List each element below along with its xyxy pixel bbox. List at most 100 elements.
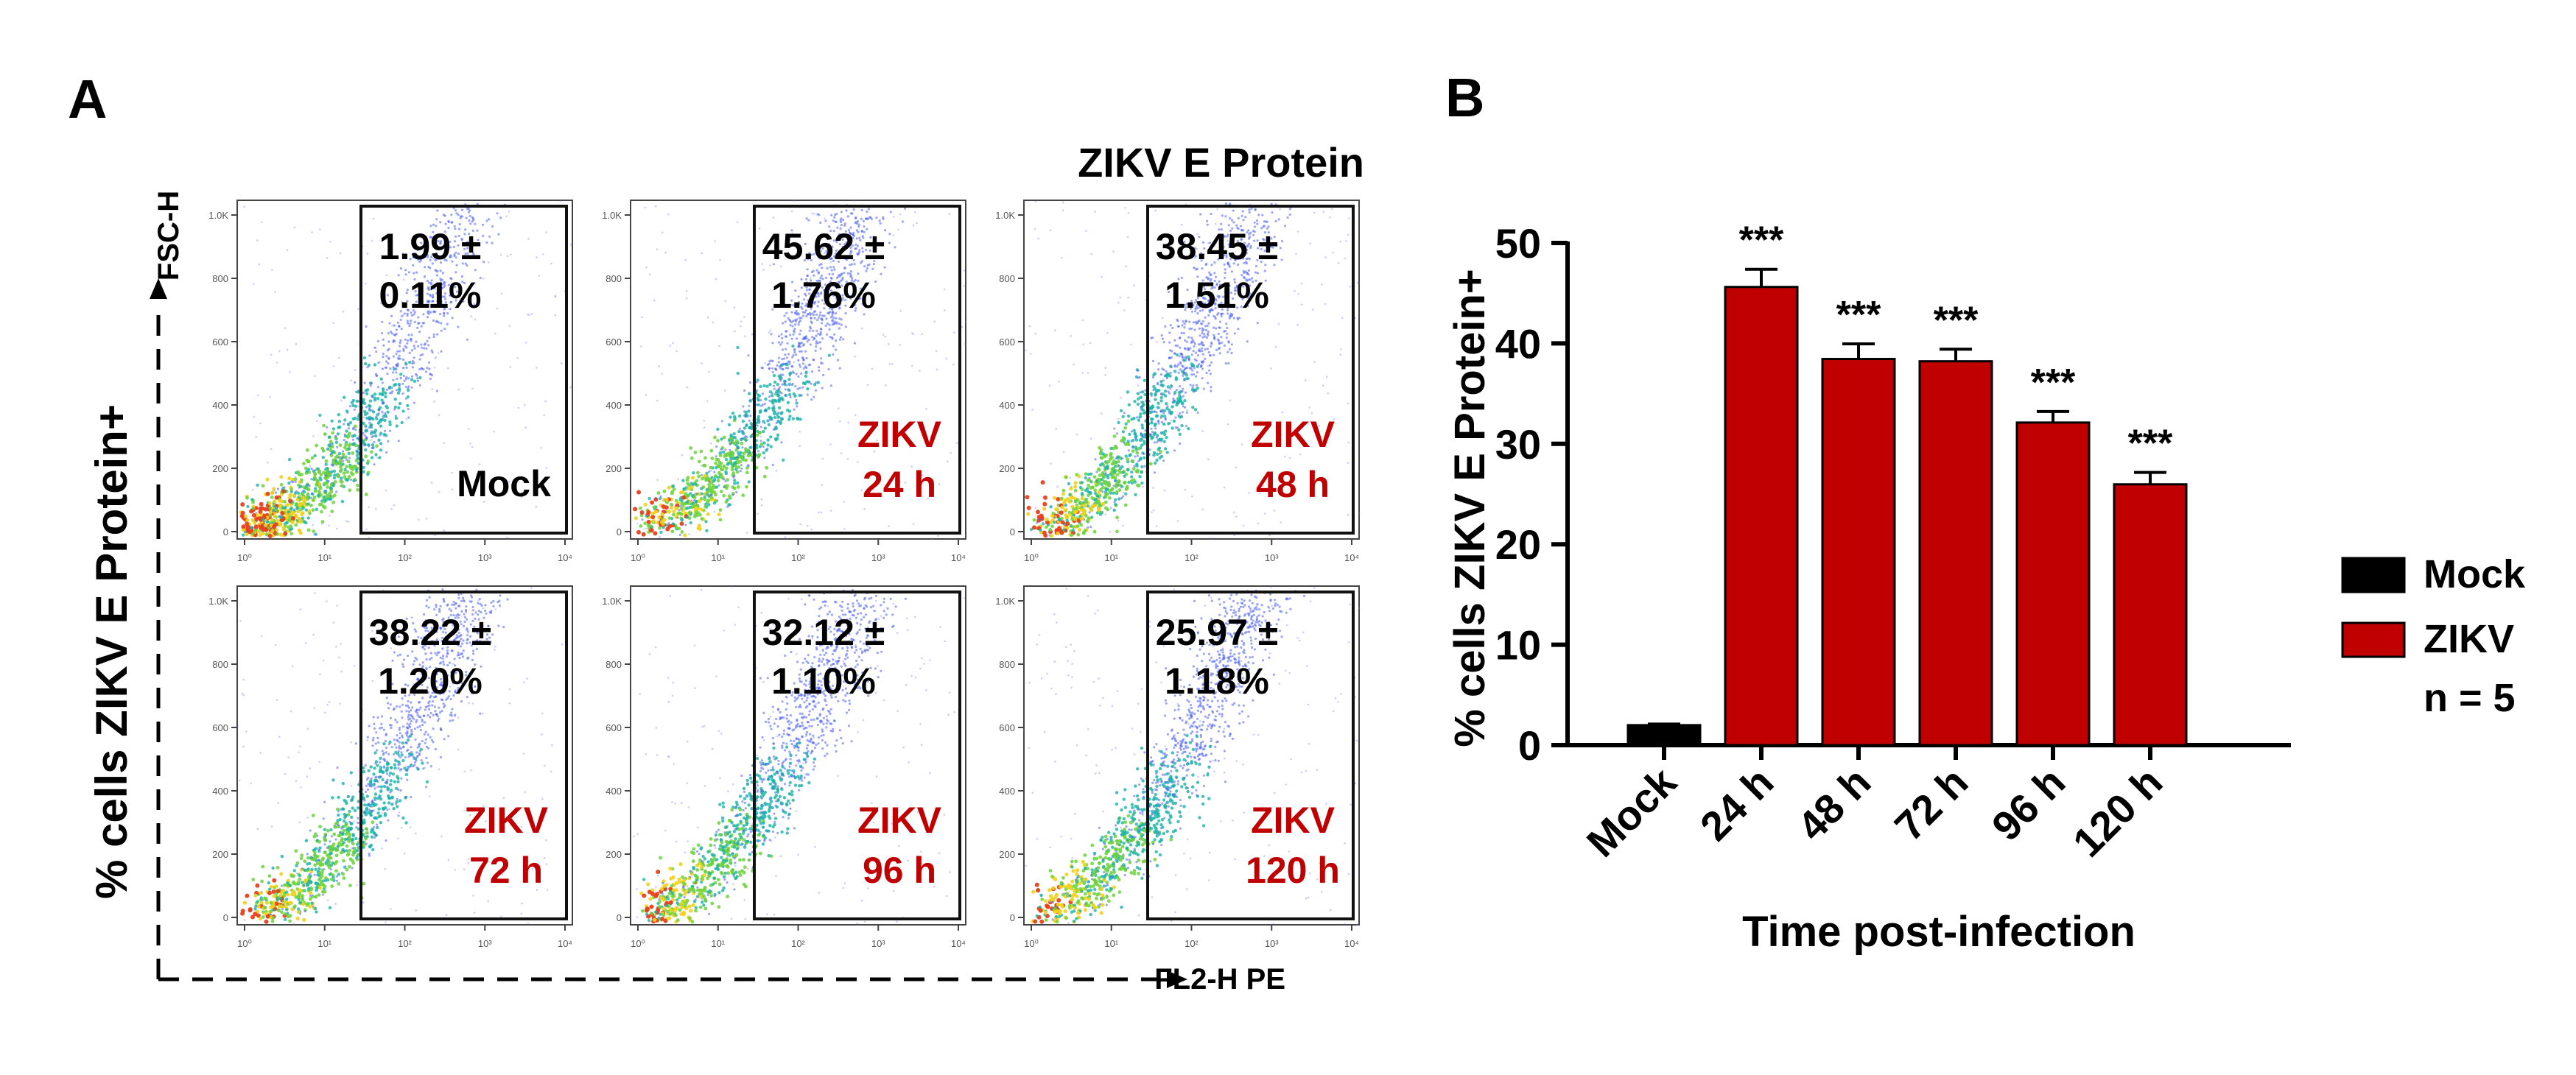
event-dot — [1187, 348, 1189, 350]
x-tick-label: 10² — [398, 552, 412, 563]
event-dot — [1065, 515, 1069, 518]
event-dot — [657, 515, 661, 519]
event-dot — [1243, 525, 1245, 527]
event-dot — [310, 478, 312, 480]
event-dot — [1073, 364, 1075, 366]
event-dot — [743, 317, 745, 319]
event-dot — [714, 493, 717, 497]
event-dot — [1226, 336, 1228, 339]
event-dot — [426, 518, 428, 520]
event-dot — [370, 451, 373, 454]
event-dot — [1173, 370, 1176, 373]
event-dot — [1150, 337, 1152, 339]
event-dot — [1107, 481, 1111, 484]
x-tick-label: 10² — [791, 552, 805, 563]
event-dot — [1173, 391, 1176, 394]
event-dot — [1132, 417, 1135, 420]
event-dot — [1190, 373, 1193, 376]
event-dot — [1144, 465, 1146, 468]
event-dot — [1176, 401, 1179, 404]
event-dot — [1157, 382, 1159, 384]
event-dot — [365, 529, 368, 531]
event-dot — [531, 313, 533, 315]
event-dot — [787, 378, 790, 381]
event-dot — [343, 471, 346, 475]
event-dot — [785, 331, 787, 333]
event-dot — [378, 456, 381, 459]
event-dot — [769, 435, 772, 438]
event-dot — [748, 420, 751, 422]
event-dot — [1179, 347, 1181, 349]
event-dot — [1085, 230, 1087, 232]
event-dot — [740, 438, 743, 441]
event-dot — [432, 389, 434, 391]
event-dot — [284, 327, 287, 329]
event-dot — [793, 349, 796, 351]
event-dot — [779, 412, 782, 415]
event-dot — [1165, 417, 1167, 420]
event-dot — [1178, 372, 1180, 374]
event-dot — [781, 337, 783, 339]
event-dot — [1338, 262, 1340, 264]
event-dot — [925, 408, 927, 410]
event-dot — [1210, 373, 1212, 375]
gate-percent-line2: 0.11% — [379, 275, 481, 316]
event-dot — [706, 488, 709, 491]
event-dot — [1162, 440, 1165, 443]
event-dot — [364, 434, 366, 437]
event-dot — [749, 454, 753, 457]
event-dot — [827, 322, 829, 325]
event-dot — [325, 463, 328, 466]
event-dot — [1183, 379, 1185, 381]
event-dot — [382, 412, 385, 415]
event-dot — [395, 415, 397, 417]
event-dot — [1212, 327, 1215, 329]
event-dot — [814, 317, 816, 320]
event-dot — [242, 534, 245, 537]
x-tick-label: 10⁴ — [558, 938, 572, 949]
event-dot — [399, 384, 401, 387]
event-dot — [1171, 327, 1173, 329]
event-dot — [1159, 450, 1162, 454]
event-dot — [793, 372, 795, 374]
event-dot — [641, 518, 643, 521]
event-dot — [660, 521, 664, 524]
event-dot — [1123, 442, 1125, 444]
event-dot — [866, 267, 868, 269]
event-dot — [899, 214, 902, 216]
event-dot — [759, 431, 762, 434]
event-dot — [701, 253, 703, 255]
event-dot — [788, 319, 790, 321]
event-dot — [1210, 345, 1212, 348]
event-dot — [1188, 328, 1190, 330]
event-dot — [390, 392, 393, 394]
y-tick-label: 200 — [606, 463, 622, 474]
event-dot — [1254, 209, 1257, 211]
event-dot — [792, 334, 794, 336]
event-dot — [964, 343, 966, 345]
event-dot — [741, 446, 743, 448]
event-dot — [802, 345, 804, 347]
event-dot — [676, 517, 678, 519]
event-dot — [1210, 538, 1212, 540]
event-dot — [1127, 297, 1129, 299]
event-dot — [257, 529, 261, 533]
event-dot — [700, 487, 703, 490]
event-dot — [1193, 328, 1196, 331]
event-dot — [1257, 214, 1260, 216]
event-dot — [657, 491, 661, 495]
event-dot — [820, 328, 822, 330]
event-dot — [1226, 327, 1228, 329]
event-dot — [418, 322, 420, 324]
event-dot — [268, 507, 272, 510]
event-dot — [405, 398, 407, 400]
event-dot — [343, 418, 346, 421]
event-dot — [364, 466, 366, 468]
event-dot — [953, 331, 955, 334]
event-dot — [731, 485, 735, 489]
event-dot — [782, 459, 785, 462]
event-dot — [691, 476, 695, 479]
event-dot — [681, 454, 684, 457]
event-dot — [767, 364, 769, 366]
event-dot — [488, 236, 491, 238]
